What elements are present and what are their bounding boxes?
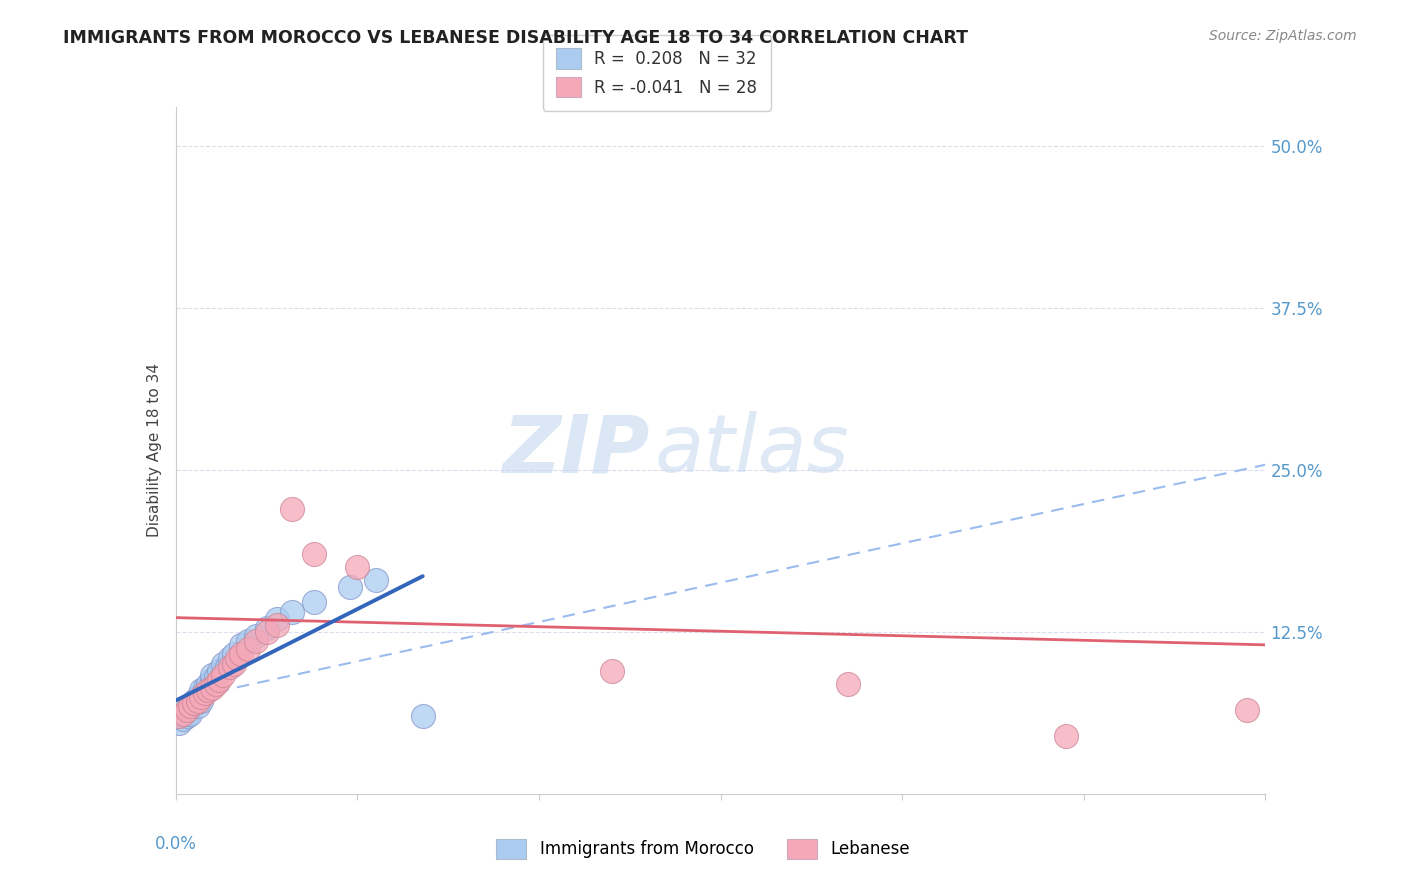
Point <box>190 683 212 698</box>
Point <box>222 647 245 661</box>
Point <box>176 703 198 717</box>
Point <box>208 673 231 687</box>
Point <box>238 634 260 648</box>
Point <box>194 686 217 700</box>
Text: IMMIGRANTS FROM MOROCCO VS LEBANESE DISABILITY AGE 18 TO 34 CORRELATION CHART: IMMIGRANTS FROM MOROCCO VS LEBANESE DISA… <box>63 29 969 46</box>
Point <box>183 693 205 707</box>
Point <box>201 681 224 695</box>
Point <box>219 650 242 665</box>
Point <box>600 664 623 678</box>
Point <box>183 696 205 710</box>
Point <box>186 693 209 707</box>
Point <box>183 696 205 710</box>
Point <box>219 660 242 674</box>
Point <box>364 573 387 587</box>
Point <box>281 606 304 620</box>
Point <box>266 612 288 626</box>
Point <box>256 621 278 635</box>
Text: 0.0%: 0.0% <box>155 835 197 853</box>
Point <box>346 560 368 574</box>
Point <box>172 706 194 721</box>
Point <box>169 709 191 723</box>
Point <box>172 712 194 726</box>
Point <box>190 693 212 707</box>
Point <box>176 703 198 717</box>
Text: atlas: atlas <box>655 411 851 490</box>
Point <box>226 650 249 665</box>
Text: ZIP: ZIP <box>502 411 650 490</box>
Point <box>208 664 231 678</box>
Point <box>302 547 325 561</box>
Point <box>222 657 245 672</box>
Text: Source: ZipAtlas.com: Source: ZipAtlas.com <box>1209 29 1357 43</box>
Point <box>190 690 212 704</box>
Point <box>256 624 278 639</box>
Point <box>179 706 201 721</box>
Point <box>197 677 219 691</box>
Point <box>231 638 253 652</box>
Point <box>176 709 198 723</box>
Point <box>245 629 267 643</box>
Point <box>238 641 260 656</box>
Point <box>201 673 224 687</box>
Point <box>186 698 209 713</box>
Point <box>186 690 209 704</box>
Point <box>197 683 219 698</box>
Legend: R =  0.208   N = 32, R = -0.041   N = 28: R = 0.208 N = 32, R = -0.041 N = 28 <box>543 35 770 111</box>
Point <box>204 677 226 691</box>
Point <box>179 698 201 713</box>
Point <box>231 647 253 661</box>
Point <box>201 667 224 681</box>
Point <box>412 709 434 723</box>
Point <box>212 657 235 672</box>
Point <box>1236 703 1258 717</box>
Y-axis label: Disability Age 18 to 34: Disability Age 18 to 34 <box>146 363 162 538</box>
Point <box>339 580 361 594</box>
Point <box>179 698 201 713</box>
Point <box>1054 729 1077 743</box>
Point <box>204 670 226 684</box>
Point <box>215 660 238 674</box>
Point <box>245 634 267 648</box>
Point <box>194 681 217 695</box>
Point <box>837 677 859 691</box>
Point <box>302 595 325 609</box>
Legend: Immigrants from Morocco, Lebanese: Immigrants from Morocco, Lebanese <box>489 832 917 866</box>
Point <box>266 618 288 632</box>
Point <box>281 501 304 516</box>
Point <box>212 667 235 681</box>
Point <box>169 715 191 730</box>
